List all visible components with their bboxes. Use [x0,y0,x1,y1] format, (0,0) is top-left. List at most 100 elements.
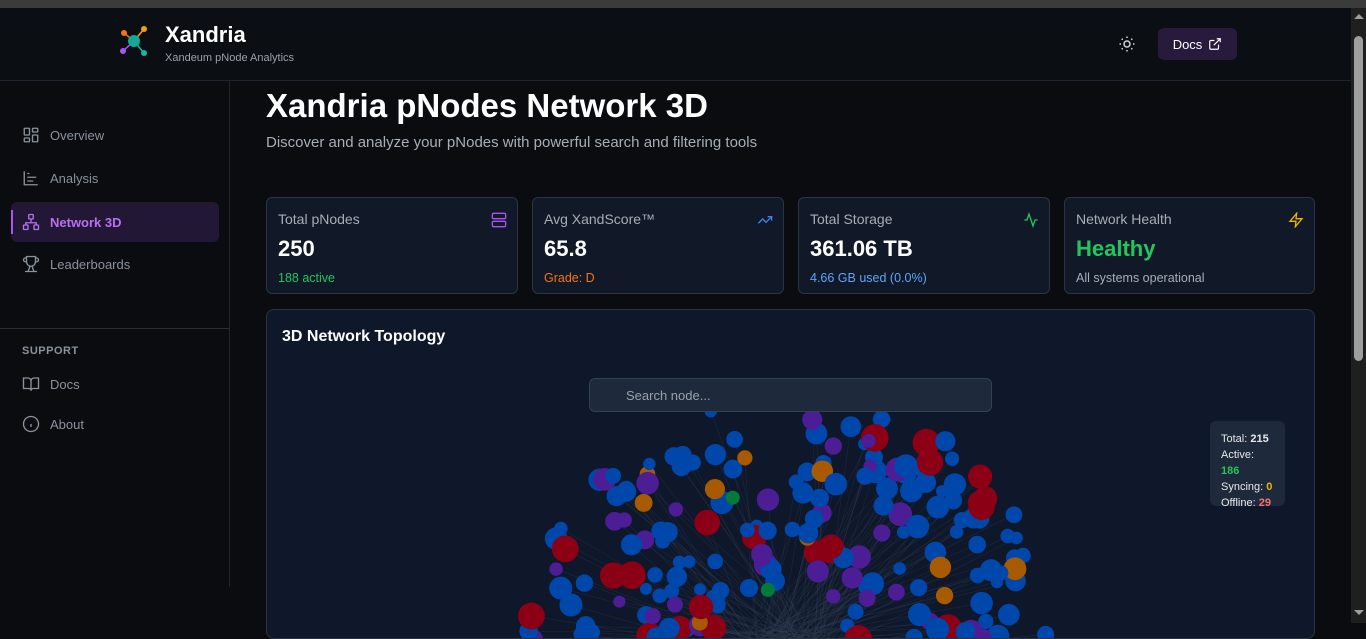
network-node[interactable] [635,494,653,512]
network-graph-canvas[interactable] [267,310,1315,639]
network-node[interactable] [705,479,725,499]
network-node[interactable] [968,464,992,488]
network-node[interactable] [667,597,683,613]
network-node[interactable] [605,468,621,484]
network-node[interactable] [618,561,646,589]
network-node[interactable] [930,557,951,578]
network-node[interactable] [549,577,572,600]
card-sub: All systems operational [1076,271,1303,285]
network-node[interactable] [789,474,804,489]
network-node[interactable] [826,589,840,603]
network-node[interactable] [807,560,829,582]
network-node[interactable] [740,523,755,538]
network-node[interactable] [1010,532,1023,545]
network-node[interactable] [950,525,964,539]
network-node[interactable] [926,496,949,519]
network-node[interactable] [825,437,842,454]
network-node[interactable] [740,579,758,597]
network-node[interactable] [726,491,740,505]
network-node[interactable] [968,536,986,554]
info-icon [22,415,40,433]
network-node[interactable] [667,567,687,587]
network-node[interactable] [936,587,953,604]
sidebar-item-about[interactable]: About [11,404,219,444]
network-node[interactable] [825,473,848,496]
network-node[interactable] [945,452,959,466]
network-node[interactable] [968,494,994,520]
network-node[interactable] [936,485,948,497]
network-node[interactable] [726,431,743,448]
network-node[interactable] [1005,506,1022,523]
network-node[interactable] [862,434,876,448]
sidebar-divider [0,328,230,329]
network-node[interactable] [647,567,663,583]
card-label: Network Health [1076,211,1303,227]
sidebar-item-network-3d[interactable]: Network 3D [11,202,219,242]
network-node[interactable] [785,522,800,537]
network-node[interactable] [643,458,655,470]
network-node[interactable] [755,551,771,567]
sidebar-item-docs[interactable]: Docs [11,364,219,404]
network-node[interactable] [798,523,818,543]
network-node[interactable] [910,579,927,596]
sidebar-item-leaderboards[interactable]: Leaderboards [11,244,219,284]
network-node[interactable] [856,468,873,485]
docs-button[interactable]: Docs [1158,28,1237,60]
network-node[interactable] [917,449,943,475]
sidebar-item-overview[interactable]: Overview [11,115,219,155]
network-node[interactable] [645,608,661,624]
network-node[interactable] [758,522,776,540]
network-node[interactable] [893,562,906,575]
network-node[interactable] [674,446,692,464]
theme-toggle-button[interactable] [1114,32,1140,56]
network-node[interactable] [873,524,890,541]
network-node[interactable] [761,583,775,597]
network-node[interactable] [694,583,706,595]
network-node[interactable] [549,562,562,575]
network-node[interactable] [616,482,636,502]
scroll-down-arrow-icon[interactable] [1354,610,1364,615]
network-node[interactable] [900,480,923,503]
network-node[interactable] [705,444,726,465]
scroll-up-arrow-icon[interactable] [1354,14,1364,19]
network-node[interactable] [712,582,729,599]
network-node[interactable] [810,489,829,508]
network-node[interactable] [576,574,593,591]
network-node[interactable] [621,534,642,555]
sidebar-item-analysis[interactable]: Analysis [11,158,219,198]
network-node[interactable] [617,512,632,527]
network-node[interactable] [905,629,922,639]
network-node[interactable] [613,596,625,608]
node-search-input[interactable] [589,378,992,412]
legend-active: Active: 186 [1221,447,1274,479]
network-node[interactable] [552,535,579,562]
network-node[interactable] [998,604,1020,626]
network-node[interactable] [888,584,905,601]
network-node[interactable] [694,510,720,536]
network-node[interactable] [819,534,843,558]
network-node[interactable] [737,450,752,465]
network-node[interactable] [802,410,822,430]
network-node[interactable] [980,559,1002,581]
network-node[interactable] [707,554,723,570]
network-node[interactable] [689,595,713,619]
network-node[interactable] [894,454,917,477]
network-node[interactable] [636,472,659,495]
network-node[interactable] [970,592,993,615]
network-node[interactable] [842,567,863,588]
network-node[interactable] [840,416,861,437]
network-node[interactable] [897,526,910,539]
scrollbar-thumb[interactable] [1354,36,1363,361]
network-node[interactable] [1037,626,1054,639]
network-node[interactable] [757,488,779,510]
network-node[interactable] [652,588,667,603]
network-node[interactable] [935,431,955,451]
network-node[interactable] [859,590,876,607]
network-node[interactable] [848,604,864,620]
network-node[interactable] [655,534,670,549]
network-node[interactable] [518,603,545,630]
network-node[interactable] [554,522,567,535]
page-scrollbar[interactable] [1351,8,1366,623]
network-node[interactable] [669,502,683,516]
stat-card-total-storage: Total Storage 361.06 TB 4.66 GB used (0.… [798,197,1050,294]
